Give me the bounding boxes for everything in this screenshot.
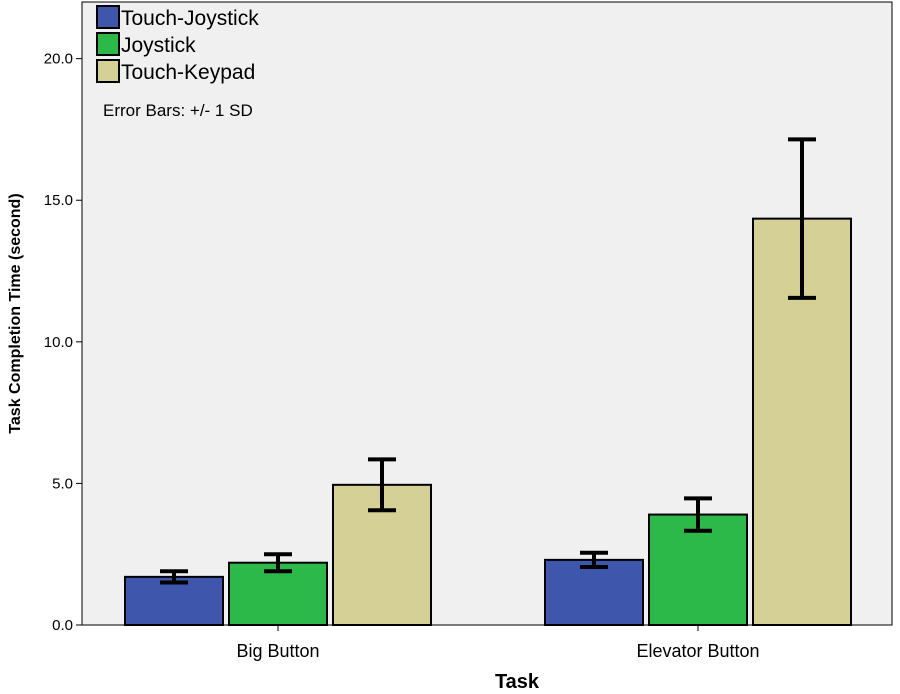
y-axis: 0.0 5.0 10.0 15.0 20.0 [44, 51, 82, 634]
legend-label: Touch-Keypad [121, 61, 255, 84]
legend-label: Touch-Joystick [121, 7, 259, 30]
y-axis-title: Task Completion Time (second) [7, 193, 24, 433]
error-bar [580, 550, 608, 569]
legend: Touch-Joystick Joystick Touch-Keypad [96, 5, 259, 84]
error-bar [368, 457, 396, 513]
y-tick-label: 0.0 [52, 617, 73, 634]
y-tick-label: 15.0 [44, 192, 73, 209]
legend-item: Touch-Keypad [96, 59, 255, 84]
legend-item: Touch-Joystick [96, 5, 259, 30]
x-axis: Big Button Elevator Button [236, 625, 760, 661]
error-bar [684, 496, 712, 533]
error-bars [160, 137, 816, 585]
error-bar [160, 569, 188, 585]
x-tick-label: Big Button [236, 641, 319, 661]
error-bar [264, 552, 292, 574]
legend-swatch [96, 5, 120, 29]
y-tick-label: 5.0 [52, 475, 73, 492]
error-bar [788, 137, 816, 300]
bar [124, 575, 224, 626]
bar [752, 217, 852, 626]
error-bar-note: Error Bars: +/- 1 SD [103, 101, 253, 120]
bar [544, 558, 644, 626]
bar [648, 513, 748, 626]
y-tick-label: 20.0 [44, 51, 73, 68]
legend-label: Joystick [121, 34, 196, 57]
y-tick-label: 10.0 [44, 334, 73, 351]
x-tick-label: Elevator Button [636, 641, 759, 661]
x-axis-title: Task [495, 671, 540, 693]
legend-swatch [96, 32, 120, 56]
bars [124, 217, 852, 627]
legend-swatch [96, 59, 120, 83]
legend-item: Joystick [96, 32, 196, 57]
